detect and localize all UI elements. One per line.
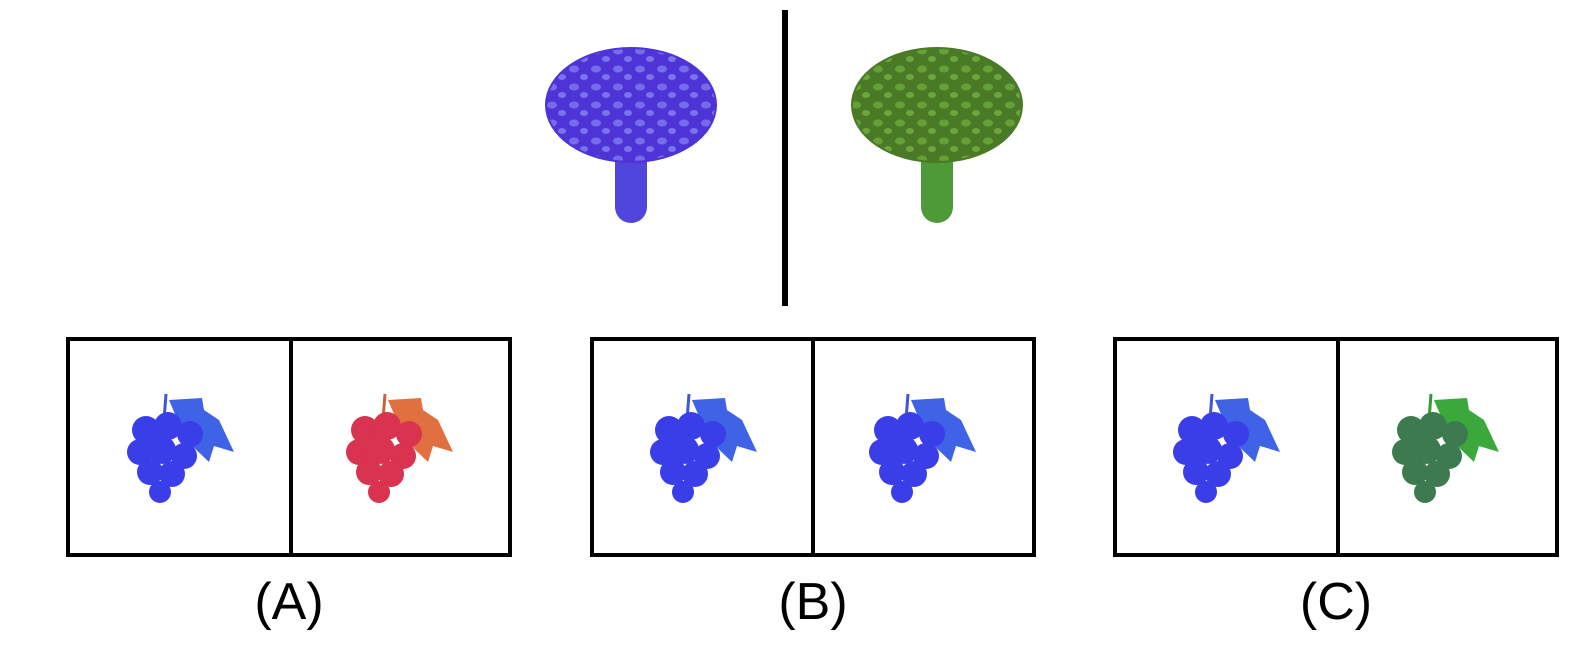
option-b-label: (B) xyxy=(778,573,848,631)
reference-right-mushroom xyxy=(851,47,1023,223)
option-c-left-grapes xyxy=(1173,393,1280,503)
option-a-divider xyxy=(289,341,293,553)
option-b-right-grapes xyxy=(869,393,976,503)
option-c-right-grapes xyxy=(1392,393,1499,503)
option-b-divider xyxy=(811,341,815,553)
option-a-right-grapes xyxy=(346,393,453,503)
option-a-left-grapes xyxy=(127,393,234,503)
option-c-label: (C) xyxy=(1299,573,1373,631)
option-c-divider xyxy=(1336,341,1340,553)
reference-divider xyxy=(782,10,788,306)
reference-left-mushroom xyxy=(545,47,717,223)
option-b-left-grapes xyxy=(650,393,757,503)
option-a-label: (A) xyxy=(254,573,324,631)
